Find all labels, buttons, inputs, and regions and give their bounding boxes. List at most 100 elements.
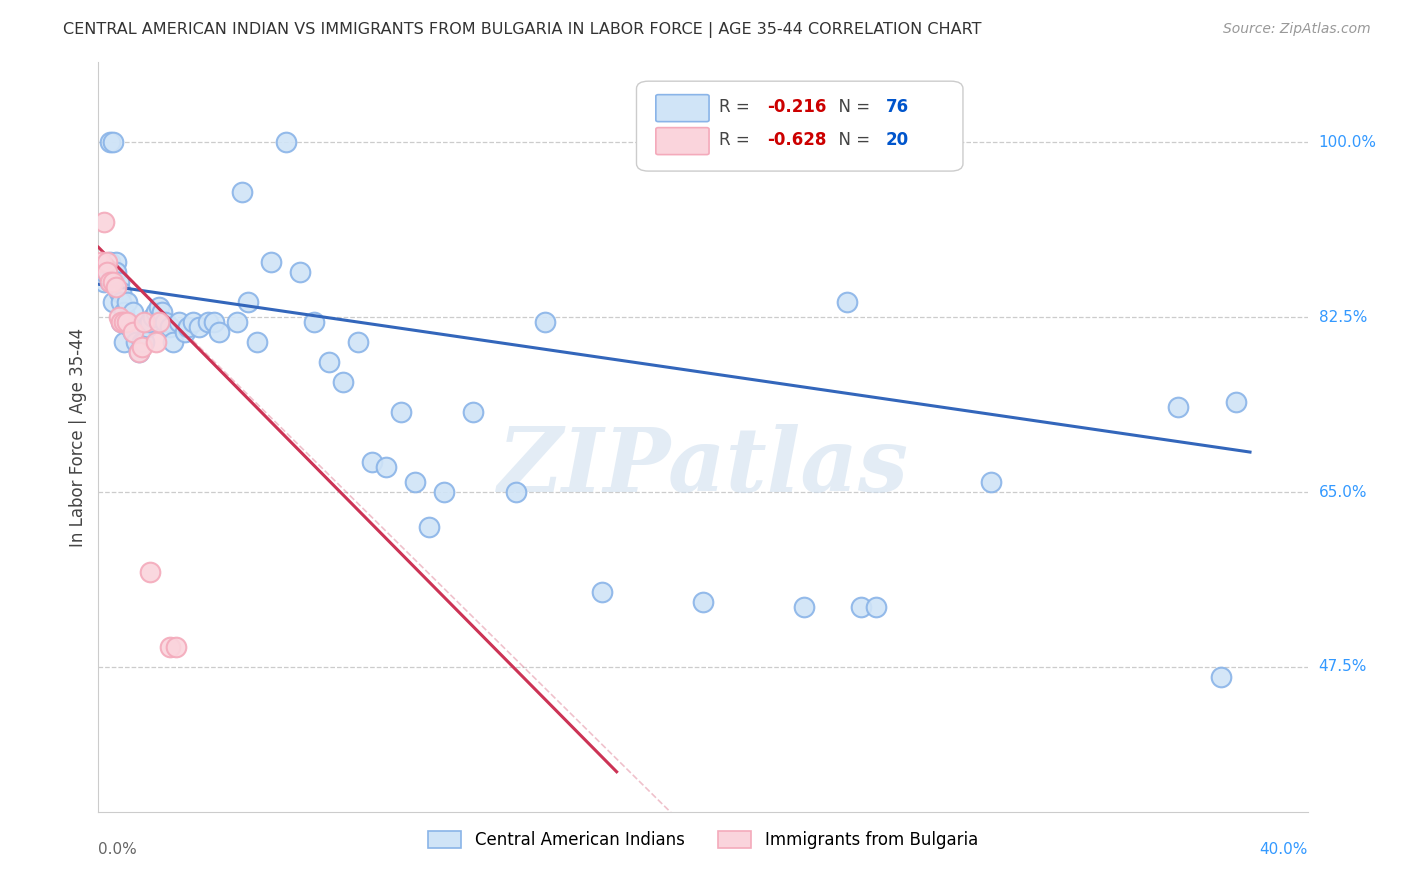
Point: [236, 295, 259, 310]
Point: [1225, 395, 1247, 409]
Point: [150, 305, 173, 319]
Point: [183, 315, 205, 329]
Point: [148, 300, 170, 314]
Point: [96, 255, 118, 269]
Text: R =: R =: [718, 130, 755, 149]
Point: [1167, 400, 1189, 414]
Point: [131, 340, 153, 354]
Point: [136, 320, 159, 334]
Point: [90, 255, 112, 269]
Point: [274, 136, 297, 150]
Text: Source: ZipAtlas.com: Source: ZipAtlas.com: [1223, 22, 1371, 37]
Point: [112, 305, 135, 319]
Point: [139, 565, 162, 579]
Point: [122, 305, 145, 319]
Point: [115, 295, 138, 310]
Point: [533, 315, 555, 329]
Text: R =: R =: [718, 98, 755, 116]
Point: [173, 325, 195, 339]
Point: [375, 460, 398, 475]
Point: [115, 315, 138, 329]
Point: [433, 485, 456, 500]
Point: [346, 335, 368, 350]
Point: [139, 315, 162, 329]
Point: [101, 275, 124, 289]
FancyBboxPatch shape: [655, 95, 709, 121]
Text: -0.628: -0.628: [768, 130, 827, 149]
Point: [165, 640, 187, 654]
Point: [101, 265, 124, 279]
Text: 65.0%: 65.0%: [1319, 484, 1367, 500]
Point: [153, 315, 176, 329]
Text: 47.5%: 47.5%: [1319, 659, 1367, 674]
Point: [134, 335, 156, 350]
Point: [361, 455, 384, 469]
Text: ZIPatlas: ZIPatlas: [498, 424, 908, 510]
FancyBboxPatch shape: [655, 128, 709, 154]
Text: N =: N =: [828, 130, 875, 149]
Text: 82.5%: 82.5%: [1319, 310, 1367, 325]
Text: -0.216: -0.216: [768, 98, 827, 116]
Point: [389, 405, 412, 419]
Point: [246, 335, 269, 350]
Point: [288, 265, 311, 279]
Point: [110, 315, 132, 329]
Point: [162, 335, 184, 350]
Point: [404, 475, 426, 489]
Point: [202, 315, 225, 329]
Point: [851, 599, 873, 614]
Point: [260, 255, 283, 269]
Point: [96, 265, 118, 279]
Point: [318, 355, 340, 369]
Point: [90, 260, 112, 275]
Point: [101, 136, 124, 150]
FancyBboxPatch shape: [637, 81, 963, 171]
Point: [159, 640, 181, 654]
Point: [461, 405, 484, 419]
Point: [98, 255, 121, 269]
Point: [332, 375, 354, 389]
Y-axis label: In Labor Force | Age 35-44: In Labor Force | Age 35-44: [69, 327, 87, 547]
Point: [148, 315, 170, 329]
Point: [104, 280, 127, 294]
Text: 0.0%: 0.0%: [98, 842, 138, 857]
Text: 76: 76: [886, 98, 908, 116]
Point: [112, 315, 135, 329]
Point: [142, 310, 165, 325]
Point: [107, 275, 129, 289]
Point: [110, 295, 132, 310]
Point: [93, 215, 115, 229]
Point: [98, 275, 121, 289]
Point: [93, 265, 115, 279]
Point: [304, 315, 326, 329]
Point: [197, 315, 219, 329]
Point: [110, 315, 132, 329]
Point: [115, 315, 138, 329]
Text: 100.0%: 100.0%: [1319, 135, 1376, 150]
Point: [98, 275, 121, 289]
Legend: Central American Indians, Immigrants from Bulgaria: Central American Indians, Immigrants fro…: [422, 824, 984, 855]
Point: [505, 485, 527, 500]
Point: [865, 599, 887, 614]
Text: 40.0%: 40.0%: [1260, 842, 1308, 857]
Point: [692, 595, 714, 609]
Point: [1211, 670, 1233, 684]
Point: [122, 325, 145, 339]
Point: [93, 275, 115, 289]
Point: [167, 315, 190, 329]
Point: [125, 335, 148, 350]
Point: [122, 325, 145, 339]
Point: [225, 315, 247, 329]
Point: [159, 320, 181, 334]
Point: [176, 320, 198, 334]
Point: [418, 520, 440, 534]
Point: [96, 260, 118, 275]
Point: [107, 285, 129, 300]
Point: [98, 136, 121, 150]
Point: [145, 335, 167, 350]
Point: [188, 320, 211, 334]
Point: [128, 345, 150, 359]
Point: [101, 295, 124, 310]
Point: [104, 255, 127, 269]
Text: CENTRAL AMERICAN INDIAN VS IMMIGRANTS FROM BULGARIA IN LABOR FORCE | AGE 35-44 C: CENTRAL AMERICAN INDIAN VS IMMIGRANTS FR…: [63, 22, 981, 38]
